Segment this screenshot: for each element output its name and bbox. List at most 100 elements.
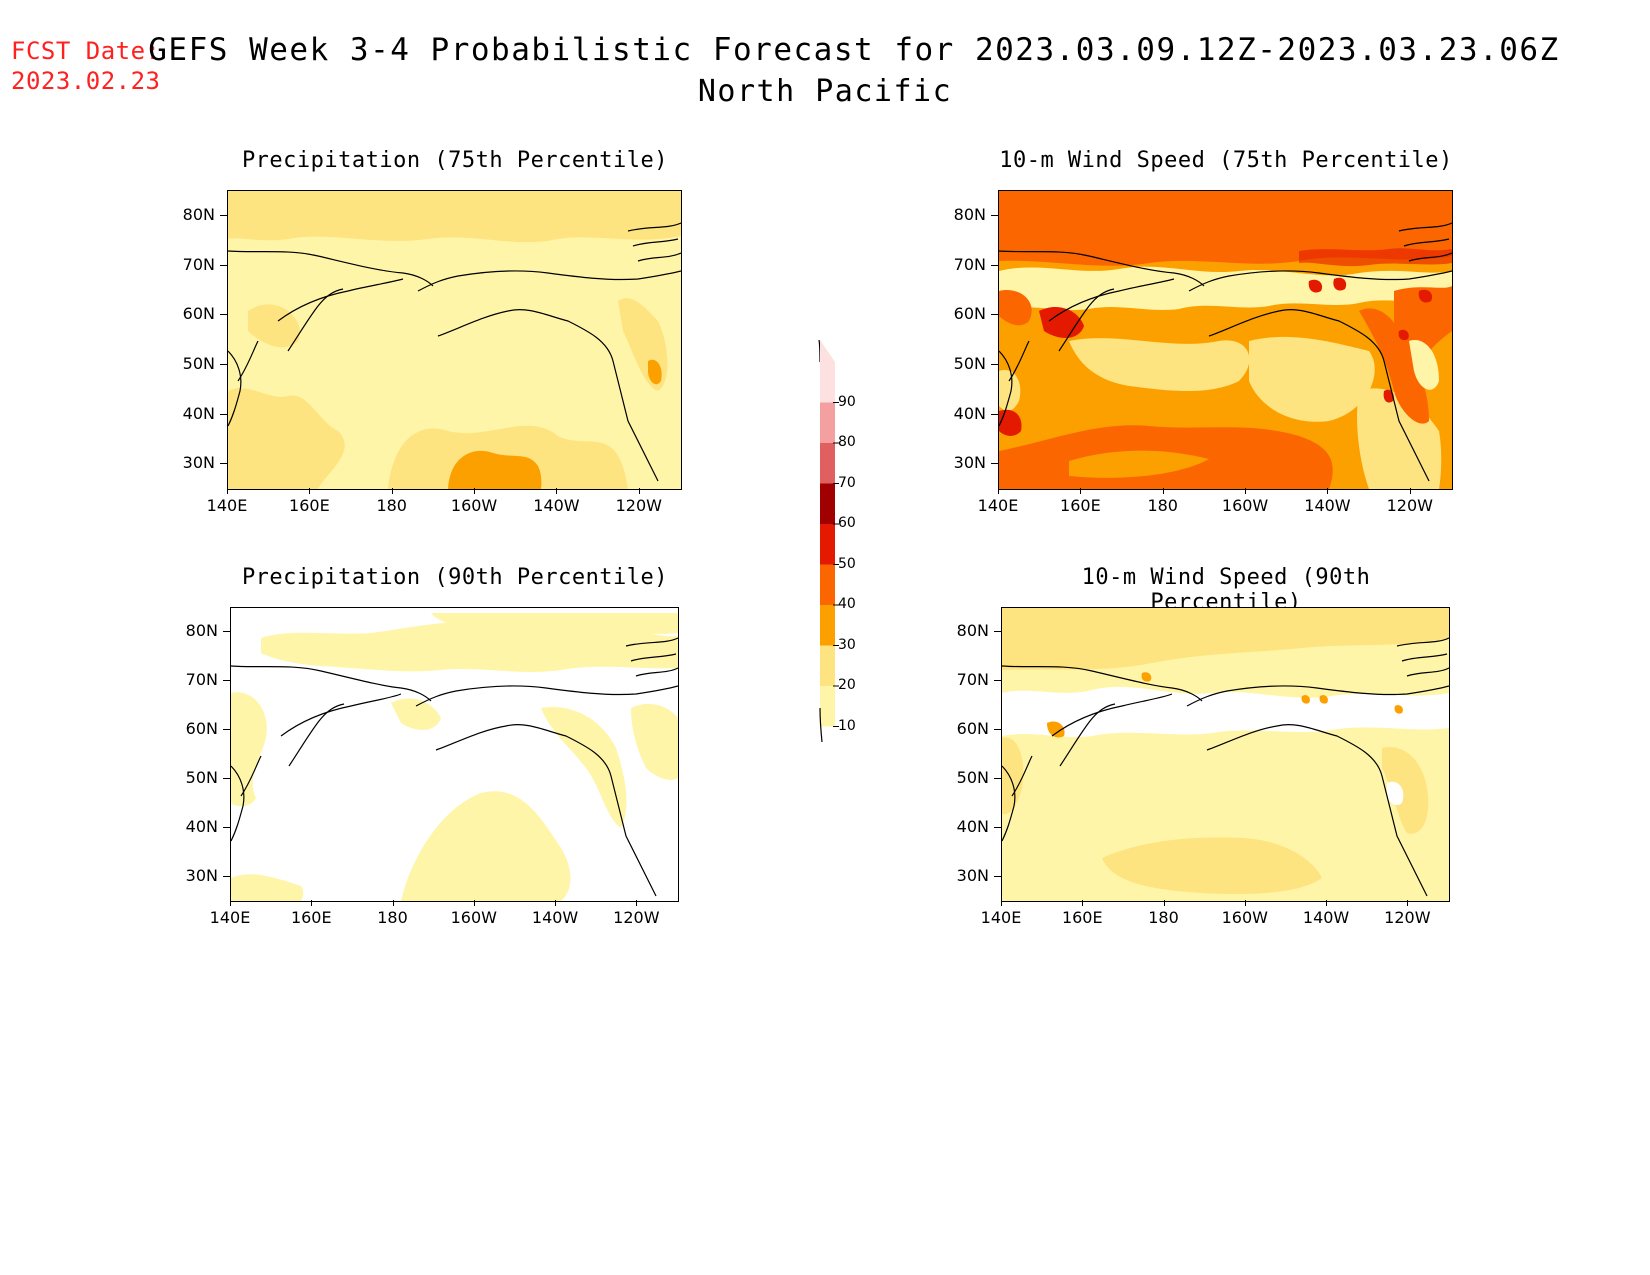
colorbar-level-label: 70 <box>838 474 856 491</box>
lon-tick-mark <box>1407 900 1409 906</box>
lon-tick-mark <box>227 488 228 494</box>
lat-tick-mark <box>991 264 998 266</box>
colorbar-box <box>820 605 835 646</box>
lon-tick-label: 160W <box>1221 908 1268 927</box>
colorbar-top-triangle <box>820 340 835 362</box>
lat-tick-label: 70N <box>956 670 989 690</box>
lon-tick-mark <box>1244 900 1246 906</box>
lat-tick-mark <box>994 777 1001 779</box>
panel-wind-90: 10-m Wind Speed (90th Percentile) <box>1001 565 1451 903</box>
lon-tick-mark <box>555 900 557 906</box>
lat-tick-label: 80N <box>182 204 215 224</box>
lon-tick-mark <box>1163 900 1165 906</box>
lon-tick-mark <box>1326 900 1328 906</box>
lat-tick-label: 80N <box>185 621 218 641</box>
lon-tick-label: 160E <box>289 496 330 515</box>
coastline-arctic-islands <box>625 637 678 677</box>
lon-tick-mark <box>636 900 638 906</box>
lat-tick-mark <box>223 875 230 877</box>
coastline-japan <box>1002 765 1016 842</box>
lat-tick-label: 50N <box>185 767 218 787</box>
lon-tick-label: 180 <box>377 908 408 927</box>
coastline-east <box>1278 309 1430 482</box>
lat-tick-mark <box>220 363 227 365</box>
coastline-arctic-islands <box>627 222 681 262</box>
lat-tick-mark <box>220 314 227 316</box>
field-spot-2 <box>1319 695 1328 704</box>
lat-tick-label: 30N <box>953 453 986 473</box>
lat-tick-label: 60N <box>185 719 218 739</box>
lon-tick-label: 140E <box>209 908 251 927</box>
field-patch-coast <box>541 707 627 828</box>
colorbar <box>818 339 839 743</box>
lon-tick-label: 160W <box>1221 496 1269 515</box>
field-patch-west-red <box>999 290 1032 326</box>
figure-title-line2: North Pacific <box>697 74 953 109</box>
lat-tick-label: 30N <box>956 865 989 885</box>
colorbar-level-label: 30 <box>838 636 856 653</box>
lat-tick-mark <box>223 826 230 828</box>
panel-title: Precipitation (90th Percentile) <box>241 565 669 590</box>
lon-tick-label: 180 <box>1148 908 1179 927</box>
field-spot-ne <box>648 359 662 385</box>
lon-tick-label: 120W <box>1386 496 1433 515</box>
colorbar-boxes <box>820 362 839 727</box>
lat-tick-label: 50N <box>953 353 986 373</box>
lon-tick-label: 140E <box>980 908 1022 927</box>
lon-tick-mark <box>309 488 311 494</box>
field-patch-se <box>1382 747 1429 834</box>
coastline-alaska <box>417 270 681 337</box>
lat-tick-label: 50N <box>956 767 989 787</box>
field-patch-se-white <box>1387 781 1404 805</box>
field-band-north <box>261 621 678 672</box>
colorbar-level-label: 60 <box>838 515 856 531</box>
field-patch-sw <box>231 874 304 901</box>
lat-tick-label: 60N <box>953 304 986 324</box>
lon-tick-label: 160W <box>450 908 497 927</box>
lon-tick-label: 140W <box>533 496 580 515</box>
panel-wind-75: 10-m Wind Speed (75th Percentile) <box>998 148 1454 491</box>
lat-tick-label: 60N <box>182 304 215 324</box>
field-spot-4 <box>1398 329 1409 341</box>
field-spot-3 <box>1418 289 1433 303</box>
lon-tick-mark <box>638 488 640 494</box>
field-band-north-red <box>1299 248 1452 267</box>
lat-tick-label: 80N <box>953 204 986 224</box>
field-spot-4 <box>1141 672 1152 682</box>
coastline-japan <box>231 765 245 842</box>
field-spot-1 <box>1301 695 1310 704</box>
colorbar-level-label: 20 <box>838 677 856 693</box>
colorbar-box <box>820 362 835 403</box>
colorbar-box <box>820 402 835 443</box>
lat-tick-label: 40N <box>182 403 215 423</box>
colorbar-top-cap <box>818 339 821 363</box>
field-band-white <box>999 266 1452 310</box>
coastline-alaska <box>1188 270 1452 337</box>
field-patch-ne-white <box>1409 340 1439 390</box>
lat-tick-mark <box>994 875 1001 877</box>
lon-tick-mark <box>391 488 393 494</box>
lon-tick-label: 120W <box>1384 908 1431 927</box>
lat-tick-label: 70N <box>185 670 218 690</box>
panel-precip-75: Precipitation (75th Percentile) <box>227 148 683 491</box>
panel-title: 10-m Wind Speed (75th Percentile) <box>999 148 1453 173</box>
field-spot-1 <box>1308 279 1323 293</box>
map-wind-75-svg <box>999 191 1452 489</box>
lat-tick-mark <box>220 214 227 216</box>
map-precip-90 <box>230 607 679 902</box>
field-patch-central <box>1069 338 1250 391</box>
field-patch-north <box>431 613 678 634</box>
lon-tick-label: 140E <box>977 496 1019 515</box>
lon-tick-mark <box>1162 488 1164 494</box>
lat-tick-mark <box>220 264 227 266</box>
lon-tick-mark <box>998 488 999 494</box>
colorbar-bottom-cap <box>819 707 823 743</box>
coastline-kamchatka <box>1059 703 1116 767</box>
lat-tick-label: 40N <box>185 816 218 836</box>
lat-tick-mark <box>220 463 227 465</box>
lat-tick-label: 30N <box>182 453 215 473</box>
coastline-arctic-islands <box>1398 222 1452 262</box>
lon-tick-mark <box>392 900 394 906</box>
lat-tick-mark <box>991 413 998 415</box>
field-spot-kamchatka <box>1047 721 1065 738</box>
